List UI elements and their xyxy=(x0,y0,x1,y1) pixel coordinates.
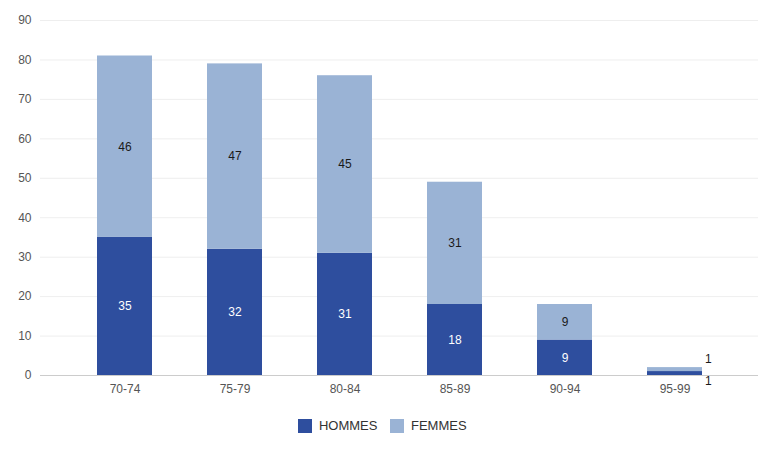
svg-text:0: 0 xyxy=(25,368,32,382)
svg-text:80-84: 80-84 xyxy=(330,382,361,396)
svg-text:10: 10 xyxy=(18,329,32,343)
svg-text:9: 9 xyxy=(562,315,569,329)
svg-text:85-89: 85-89 xyxy=(440,382,471,396)
html-text:FEMMES: FEMMES xyxy=(410,418,467,433)
svg-text:20: 20 xyxy=(18,289,32,303)
svg-text:30: 30 xyxy=(18,250,32,264)
svg-text:35: 35 xyxy=(118,299,132,313)
svg-text:9: 9 xyxy=(562,351,569,365)
svg-text:46: 46 xyxy=(118,140,132,154)
svg-text:31: 31 xyxy=(448,236,462,250)
svg-text:70-74: 70-74 xyxy=(110,382,141,396)
svg-text:60: 60 xyxy=(18,132,32,146)
svg-text:32: 32 xyxy=(228,305,242,319)
html-text:HOMMES: HOMMES xyxy=(318,418,378,433)
svg-text:31: 31 xyxy=(338,307,352,321)
svg-text:90-94: 90-94 xyxy=(550,382,581,396)
svg-text:40: 40 xyxy=(18,211,32,225)
svg-text:1: 1 xyxy=(705,374,712,388)
svg-text:95-99: 95-99 xyxy=(660,382,691,396)
svg-text:47: 47 xyxy=(228,149,242,163)
svg-text:90: 90 xyxy=(18,13,32,27)
svg-text:18: 18 xyxy=(448,333,462,347)
svg-text:50: 50 xyxy=(18,171,32,185)
svg-text:75-79: 75-79 xyxy=(220,382,251,396)
svg-text:70: 70 xyxy=(18,92,32,106)
svg-text:1: 1 xyxy=(705,352,712,366)
svg-text:45: 45 xyxy=(338,157,352,171)
svg-text:80: 80 xyxy=(18,53,32,67)
